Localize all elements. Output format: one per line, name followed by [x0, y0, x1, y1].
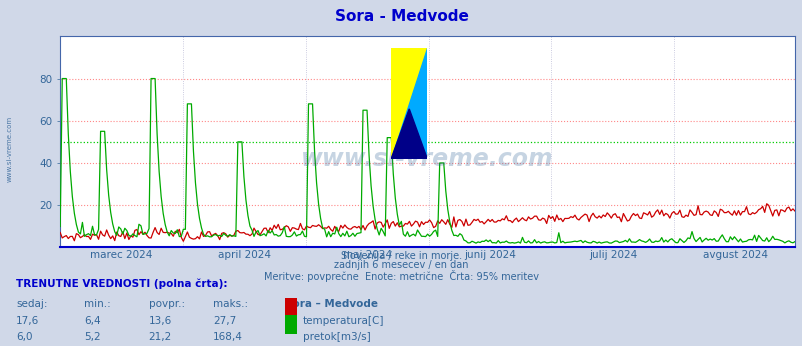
Polygon shape [391, 48, 427, 159]
Text: 6,0: 6,0 [16, 332, 33, 342]
Text: TRENUTNE VREDNOSTI (polna črta):: TRENUTNE VREDNOSTI (polna črta): [16, 279, 227, 289]
Text: povpr.:: povpr.: [148, 299, 184, 309]
Text: 17,6: 17,6 [16, 316, 39, 326]
Text: 168,4: 168,4 [213, 332, 242, 342]
Text: 21,2: 21,2 [148, 332, 172, 342]
Text: 5,2: 5,2 [84, 332, 101, 342]
Text: temperatura[C]: temperatura[C] [302, 316, 383, 326]
Text: Meritve: povprečne  Enote: metrične  Črta: 95% meritev: Meritve: povprečne Enote: metrične Črta:… [264, 270, 538, 282]
Text: pretok[m3/s]: pretok[m3/s] [302, 332, 370, 342]
Text: 13,6: 13,6 [148, 316, 172, 326]
Text: 27,7: 27,7 [213, 316, 236, 326]
Text: Sora - Medvode: Sora - Medvode [334, 9, 468, 24]
Text: Slovenija / reke in morje.: Slovenija / reke in morje. [341, 251, 461, 261]
Text: www.si-vreme.com: www.si-vreme.com [301, 147, 553, 171]
Text: maks.:: maks.: [213, 299, 248, 309]
Text: www.si-vreme.com: www.si-vreme.com [6, 116, 12, 182]
Text: 6,4: 6,4 [84, 316, 101, 326]
Text: Sora – Medvode: Sora – Medvode [285, 299, 378, 309]
Text: min.:: min.: [84, 299, 111, 309]
Text: sedaj:: sedaj: [16, 299, 47, 309]
Text: zadnjih 6 mesecev / en dan: zadnjih 6 mesecev / en dan [334, 260, 468, 270]
Polygon shape [391, 109, 427, 159]
Polygon shape [391, 48, 427, 159]
